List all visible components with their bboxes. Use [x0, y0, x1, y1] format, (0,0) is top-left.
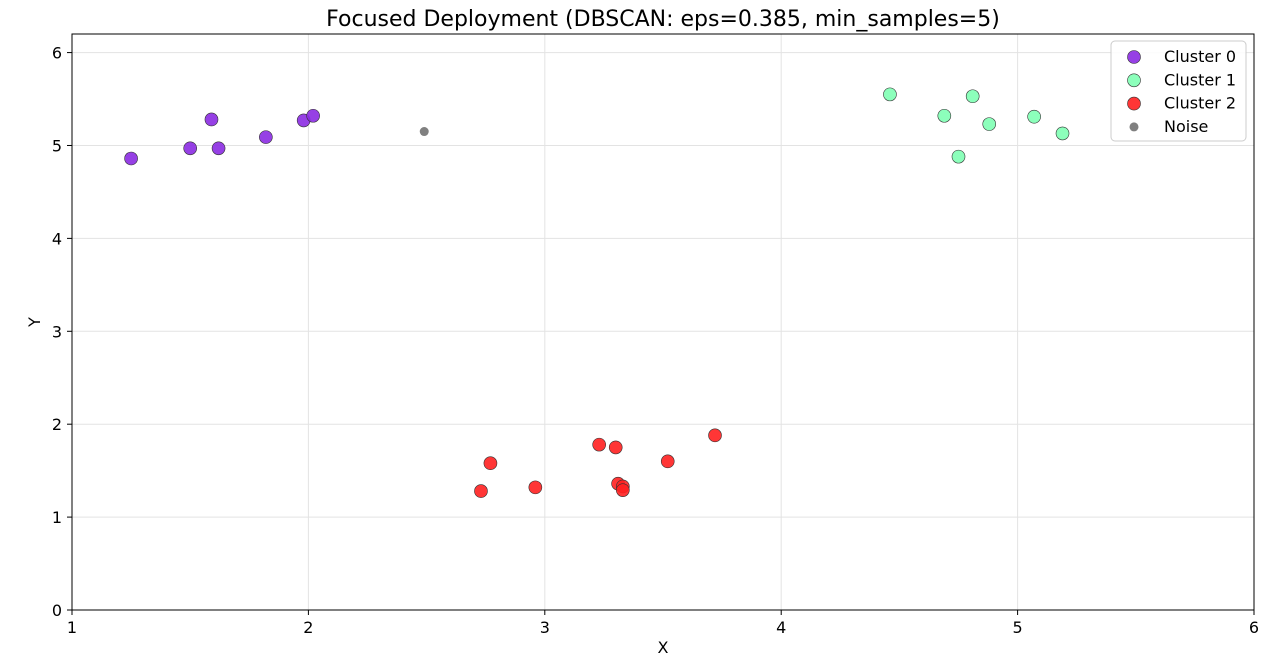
cluster-1-point	[965, 89, 980, 104]
cluster-2-point	[708, 428, 722, 443]
y-tick-label: 2	[52, 415, 62, 434]
cluster-0-point	[124, 151, 138, 166]
cluster-1-point	[951, 149, 966, 164]
noise-point	[419, 127, 429, 137]
x-tick-label: 5	[1013, 618, 1023, 637]
y-tick-label: 3	[52, 322, 62, 341]
legend: Cluster 0 Cluster 1 Cluster 2 Noise	[1110, 40, 1247, 142]
cluster-2-point	[483, 456, 498, 471]
legend-marker-noise	[1129, 122, 1139, 132]
cluster-0-point	[204, 112, 219, 127]
y-tick-label: 0	[52, 601, 62, 620]
cluster-2-point	[660, 454, 675, 469]
data-points	[124, 87, 1070, 498]
plot-area-frame	[71, 33, 1255, 611]
y-tick-label: 6	[52, 44, 62, 63]
cluster-2-point	[474, 484, 488, 498]
legend-label-noise: Noise	[1164, 117, 1208, 136]
legend-marker-cluster-1	[1127, 73, 1141, 88]
x-tick-label: 4	[776, 618, 786, 637]
x-axis-label: X	[658, 638, 669, 657]
cluster-0-point	[259, 130, 273, 144]
cluster-1-point	[937, 108, 952, 123]
chart-title: Focused Deployment (DBSCAN: eps=0.385, m…	[326, 7, 1000, 32]
cluster-0-point	[211, 141, 226, 156]
cluster-1-point	[1027, 109, 1041, 124]
legend-label-cluster-2: Cluster 2	[1164, 94, 1236, 113]
cluster-2-point	[608, 440, 623, 455]
cluster-2-point	[592, 437, 606, 452]
y-tick-label: 1	[52, 508, 62, 527]
cluster-2-point	[616, 483, 630, 497]
y-tick-label: 4	[52, 229, 62, 248]
x-tick-label: 6	[1249, 618, 1259, 637]
legend-box	[1110, 40, 1247, 142]
cluster-0-point	[183, 141, 197, 156]
cluster-1-point	[982, 117, 997, 131]
cluster-1-point	[883, 87, 897, 102]
legend-marker-cluster-2	[1127, 96, 1141, 111]
legend-label-cluster-1: Cluster 1	[1164, 70, 1236, 89]
x-tick-label: 2	[303, 618, 313, 637]
x-tick-label: 1	[67, 618, 77, 637]
y-axis-label: Y	[25, 317, 44, 328]
y-tick-label: 5	[52, 136, 62, 155]
legend-label-cluster-0: Cluster 0	[1164, 47, 1236, 66]
x-tick-label: 3	[540, 618, 550, 637]
legend-marker-cluster-0	[1127, 50, 1141, 64]
cluster-0-point	[306, 108, 320, 123]
grid-lines	[71, 34, 1255, 611]
cluster-2-point	[528, 480, 543, 495]
cluster-1-point	[1055, 126, 1070, 141]
